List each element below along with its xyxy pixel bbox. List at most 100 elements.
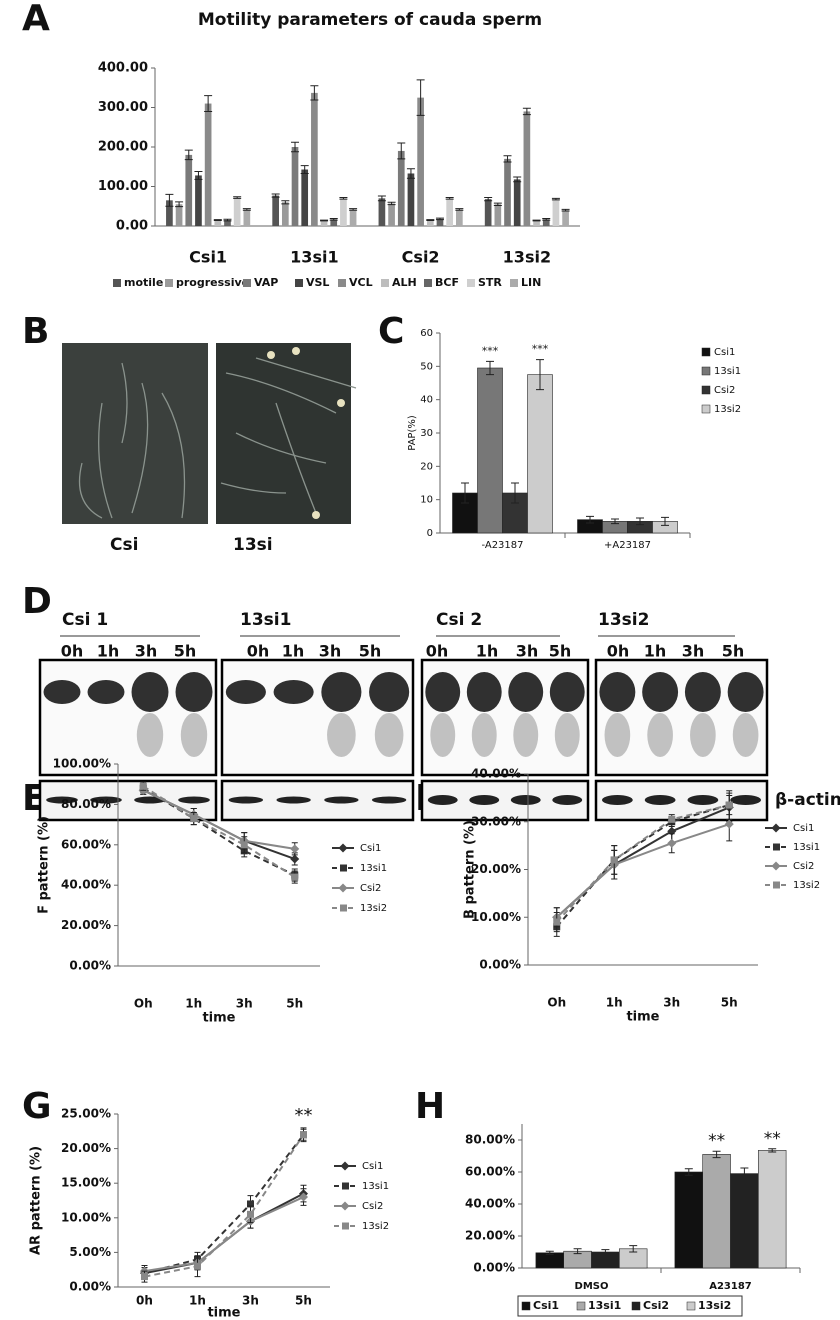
- blot-band: [131, 672, 169, 712]
- legend-label: Csi1: [360, 843, 381, 854]
- error-bar: [573, 1248, 582, 1255]
- bar: [730, 1173, 759, 1269]
- panel-letter: A: [22, 0, 50, 39]
- actin-band: [228, 796, 264, 804]
- x-tick-label: 3h: [663, 996, 680, 1010]
- bar: [233, 197, 241, 226]
- bar: [562, 210, 569, 226]
- error-bar: [445, 197, 454, 200]
- y-tick-label: 0.00%: [69, 959, 111, 973]
- legend-label: Csi2: [362, 1201, 383, 1212]
- legend-marker: [338, 843, 348, 853]
- y-tick-label: 10.00%: [61, 1210, 111, 1224]
- x-axis-label: time: [207, 1306, 240, 1320]
- blot-smear: [513, 713, 539, 757]
- x-tick-label: 3h: [236, 997, 253, 1011]
- marker: [553, 918, 561, 926]
- blot-smear: [732, 713, 759, 757]
- blot-band: [642, 672, 679, 712]
- error-bar: [233, 196, 242, 199]
- legend-label: progressive: [176, 276, 249, 289]
- x-tick-label: Oh: [134, 997, 153, 1011]
- error-bar: [223, 218, 232, 222]
- error-bar: [406, 168, 415, 179]
- error-bar: [349, 208, 358, 211]
- error-bar: [213, 219, 222, 221]
- marker: [247, 1210, 254, 1218]
- x-tick-label: 13si2: [503, 248, 551, 267]
- bar: [407, 173, 415, 226]
- blot-band: [684, 672, 721, 712]
- marker: [194, 1262, 201, 1270]
- micrograph-label: 13si: [233, 535, 273, 555]
- micrograph: [62, 343, 208, 524]
- legend-swatch: [295, 279, 303, 287]
- marker: [291, 873, 299, 881]
- legend-swatch: [576, 1301, 586, 1311]
- panel-letter: B: [22, 311, 49, 352]
- legend-label: VCL: [349, 276, 373, 289]
- x-tick-label: +A23187: [604, 540, 651, 551]
- bar: [349, 209, 357, 226]
- significance: ***: [532, 343, 549, 356]
- bar: [378, 198, 386, 226]
- legend-swatch: [338, 279, 346, 287]
- error-bar: [493, 202, 502, 206]
- blot-time: 1h: [282, 642, 305, 661]
- x-axis-label: time: [626, 1010, 659, 1025]
- panel-letter: D: [22, 581, 52, 622]
- blot-smear: [430, 713, 456, 757]
- legend-swatch: [510, 279, 518, 287]
- error-bar: [636, 517, 644, 526]
- x-tick-label: 3h: [242, 1294, 259, 1308]
- error-bar: [740, 1167, 749, 1180]
- y-tick-label: 0.00%: [479, 958, 521, 972]
- error-bar: [397, 142, 406, 160]
- actin-band: [371, 796, 407, 804]
- legend-label: LIN: [521, 276, 541, 289]
- legend-label: VSL: [306, 276, 329, 289]
- error-bar: [329, 217, 338, 221]
- bar: [513, 179, 521, 226]
- error-bar: [561, 208, 570, 212]
- blot-time: 1h: [644, 642, 667, 661]
- legend-label: Csi2: [793, 861, 814, 872]
- legend-box: [517, 1295, 743, 1317]
- legend-swatch: [686, 1301, 696, 1311]
- y-tick-label: 100.00: [98, 179, 148, 194]
- blot-band: [508, 672, 544, 712]
- bar: [301, 169, 309, 226]
- error-bar: [461, 482, 469, 504]
- error-bar: [484, 197, 493, 202]
- bar: [214, 220, 222, 226]
- sperm-cell: [161, 392, 186, 519]
- error-bar: [426, 219, 435, 221]
- error-bar: [684, 1168, 693, 1176]
- error-bar: [532, 219, 541, 222]
- legend-swatch: [701, 347, 711, 357]
- legend-label: 13si2: [362, 1221, 389, 1232]
- legend-swatch: [113, 279, 121, 287]
- bar: [166, 200, 173, 226]
- blot-smear: [136, 713, 164, 757]
- marker: [725, 801, 733, 809]
- x-tick-label: 13si1: [290, 248, 338, 267]
- error-bar: [601, 1249, 610, 1255]
- y-axis-label: PAP(%): [407, 415, 418, 451]
- sperm-cell: [98, 402, 113, 519]
- actin-band: [46, 796, 78, 804]
- blot-band: [87, 680, 125, 704]
- blot-smear: [690, 713, 716, 757]
- y-tick-label: 25.00%: [61, 1107, 111, 1121]
- legend-swatch: [424, 279, 432, 287]
- bar: [175, 204, 183, 226]
- legend-marker: [771, 861, 781, 871]
- legend-label: 13si1: [588, 1299, 621, 1312]
- actin-band: [510, 795, 541, 805]
- bar: [484, 199, 492, 226]
- y-axis-label: F pattern (%): [37, 816, 52, 914]
- legend-label: 13si2: [793, 880, 820, 891]
- bar: [204, 103, 212, 226]
- bar: [224, 220, 231, 226]
- bar: [542, 219, 550, 226]
